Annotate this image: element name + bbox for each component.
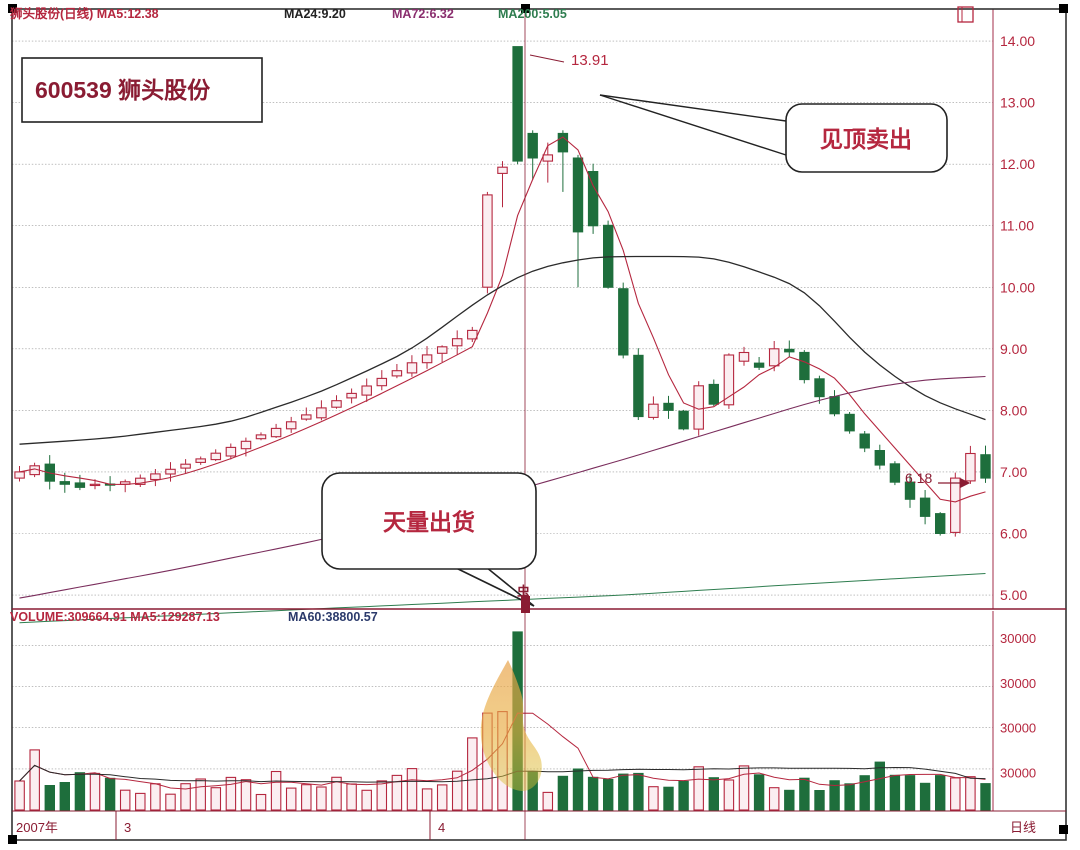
svg-text:MA72:6.32: MA72:6.32: [392, 7, 454, 21]
svg-text:30000: 30000: [1000, 721, 1036, 736]
svg-text:12.00: 12.00: [1000, 156, 1035, 172]
svg-text:600539 狮头股份: 600539 狮头股份: [35, 77, 211, 103]
svg-text:14.00: 14.00: [1000, 33, 1035, 49]
svg-text:天量出货: 天量出货: [383, 509, 475, 535]
svg-text:9.00: 9.00: [1000, 341, 1027, 357]
svg-text:11.00: 11.00: [1000, 218, 1034, 234]
svg-text:MA200:5.05: MA200:5.05: [498, 7, 567, 21]
svg-text:5.00: 5.00: [1000, 587, 1027, 603]
svg-text:狮头股份(日线) MA5:12.38: 狮头股份(日线) MA5:12.38: [9, 6, 159, 21]
svg-text:30000: 30000: [1000, 631, 1036, 646]
svg-text:6.00: 6.00: [1000, 526, 1027, 542]
svg-text:2007年: 2007年: [16, 820, 58, 835]
svg-text:13.91: 13.91: [571, 52, 609, 69]
svg-text:虫: 虫: [517, 584, 530, 599]
svg-text:8.00: 8.00: [1000, 402, 1027, 418]
svg-text:30000: 30000: [1000, 766, 1036, 781]
svg-text:日线: 日线: [1010, 820, 1036, 835]
svg-text:VOLUME:309664.91 MA5:129287.1: VOLUME:309664.91 MA5:129287.13: [10, 610, 220, 624]
svg-text:7.00: 7.00: [1000, 464, 1027, 480]
svg-text:MA24:9.20: MA24:9.20: [284, 7, 346, 21]
svg-text:见顶卖出: 见顶卖出: [820, 126, 912, 152]
svg-text:10.00: 10.00: [1000, 279, 1035, 295]
svg-text:13.00: 13.00: [1000, 95, 1035, 111]
svg-text:6.18: 6.18: [905, 470, 932, 486]
svg-text:3: 3: [124, 820, 131, 835]
svg-text:MA60:38800.57: MA60:38800.57: [288, 610, 378, 624]
svg-text:30000: 30000: [1000, 676, 1036, 691]
svg-text:4: 4: [438, 820, 445, 835]
